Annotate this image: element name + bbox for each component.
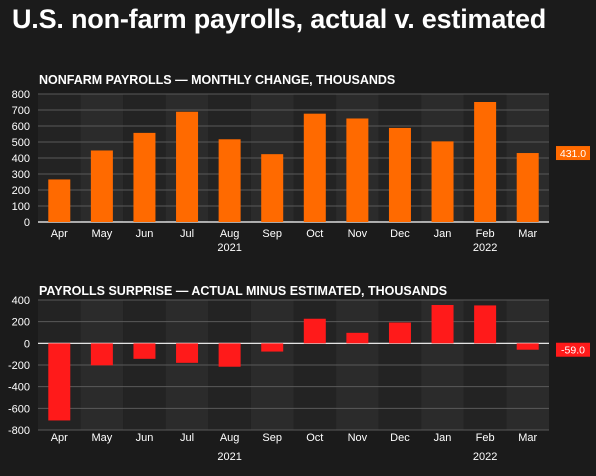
- y-tick-label: -400: [8, 382, 30, 394]
- y-tick-label: 300: [12, 169, 30, 181]
- y-tick-label: 800: [12, 89, 30, 101]
- x-tick-label: Dec: [390, 228, 410, 240]
- bar: [388, 322, 411, 344]
- x-tick-label: Jul: [180, 228, 194, 240]
- bar: [303, 318, 326, 344]
- bar: [261, 154, 284, 222]
- bar: [431, 304, 454, 344]
- bar: [346, 118, 369, 222]
- bar: [303, 113, 326, 222]
- y-tick-label: 200: [12, 185, 30, 197]
- payrolls-chart: NONFARM PAYROLLS — MONTHLY CHANGE, THOUS…: [12, 73, 590, 254]
- bar: [516, 343, 539, 350]
- y-tick-label: 400: [12, 153, 30, 165]
- x-tick-label: Sep: [262, 228, 282, 240]
- y-tick-label: -200: [8, 360, 30, 372]
- x-tick-label: Jun: [136, 432, 154, 444]
- y-tick-label: 0: [24, 217, 30, 229]
- x-tick-label: May: [91, 432, 112, 444]
- year-label: 2021: [217, 242, 241, 254]
- last-value-badge: [556, 146, 590, 161]
- y-tick-label: -600: [8, 403, 30, 415]
- x-tick-label: May: [91, 228, 112, 240]
- payrolls-chart-title: NONFARM PAYROLLS — MONTHLY CHANGE, THOUS…: [39, 73, 395, 87]
- x-tick-label: Apr: [51, 228, 68, 240]
- x-tick-label: Jan: [434, 432, 452, 444]
- bar: [48, 179, 71, 222]
- bar: [474, 102, 497, 222]
- bar: [176, 111, 199, 222]
- x-tick-label: Feb: [476, 228, 495, 240]
- bar: [218, 139, 241, 222]
- bar: [346, 332, 369, 344]
- x-tick-label: Sep: [262, 432, 282, 444]
- x-tick-label: Mar: [518, 228, 537, 240]
- surprise-chart: PAYROLLS SURPRISE — ACTUAL MINUS ESTIMAT…: [8, 284, 590, 463]
- x-tick-label: Oct: [306, 432, 323, 444]
- y-tick-label: 0: [24, 338, 30, 350]
- y-tick-label: 400: [12, 295, 30, 307]
- y-tick-label: 500: [12, 137, 30, 149]
- bar: [90, 343, 113, 366]
- x-tick-label: Aug: [220, 432, 240, 444]
- x-tick-label: Mar: [518, 432, 537, 444]
- bar: [176, 343, 199, 363]
- bar: [133, 343, 156, 359]
- y-tick-label: 100: [12, 201, 30, 213]
- bar: [48, 343, 71, 421]
- y-tick-label: 600: [12, 121, 30, 133]
- x-tick-label: Nov: [348, 228, 368, 240]
- last-value-badge: [556, 342, 590, 357]
- y-tick-label: 200: [12, 317, 30, 329]
- y-tick-label: 700: [12, 105, 30, 117]
- bar: [133, 132, 156, 222]
- year-label: 2021: [217, 451, 241, 463]
- bar: [474, 305, 497, 344]
- y-tick-label: -800: [8, 425, 30, 437]
- bar: [90, 150, 113, 222]
- bar: [388, 127, 411, 222]
- year-label: 2022: [473, 242, 497, 254]
- x-tick-label: Aug: [220, 228, 240, 240]
- x-tick-label: Nov: [348, 432, 368, 444]
- last-value-label: -59.0: [561, 345, 585, 357]
- year-label: 2022: [473, 451, 497, 463]
- bar: [431, 141, 454, 222]
- bar: [218, 343, 241, 367]
- bar: [516, 153, 539, 222]
- x-tick-label: Oct: [306, 228, 323, 240]
- x-tick-label: Dec: [390, 432, 410, 444]
- last-value-label: 431.0: [560, 148, 586, 160]
- x-tick-label: Feb: [476, 432, 495, 444]
- x-tick-label: Jul: [180, 432, 194, 444]
- bar: [261, 343, 284, 352]
- x-tick-label: Jun: [136, 228, 154, 240]
- x-tick-label: Apr: [51, 432, 68, 444]
- surprise-chart-title: PAYROLLS SURPRISE — ACTUAL MINUS ESTIMAT…: [39, 284, 447, 298]
- x-tick-label: Jan: [434, 228, 452, 240]
- page-title: U.S. non-farm payrolls, actual v. estima…: [12, 4, 547, 34]
